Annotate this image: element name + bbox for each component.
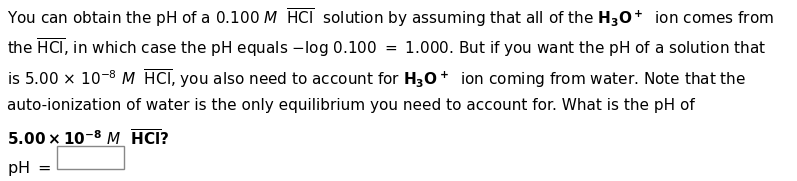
- Text: the $\overline{\rm HCl}$, in which case the pH equals $-$log 0.100 $=$ 1.000. Bu: the $\overline{\rm HCl}$, in which case …: [7, 37, 766, 59]
- Text: auto-ionization of water is the only equilibrium you need to account for. What i: auto-ionization of water is the only equ…: [7, 98, 695, 113]
- Text: pH $=$: pH $=$: [7, 159, 51, 178]
- FancyBboxPatch shape: [57, 146, 124, 169]
- Text: $\mathbf{5.00 \times 10^{-8}}$ $\mathit{M}$  $\mathbf{\overline{HCl}}$?: $\mathbf{5.00 \times 10^{-8}}$ $\mathit{…: [7, 129, 170, 149]
- Text: is 5.00 $\times$ 10$^{-8}$ $M$  $\overline{\rm HCl}$, you also need to account f: is 5.00 $\times$ 10$^{-8}$ $M$ $\overlin…: [7, 67, 746, 90]
- Text: You can obtain the pH of a 0.100 $M$  $\overline{\rm HCl}$  solution by assuming: You can obtain the pH of a 0.100 $M$ $\o…: [7, 6, 774, 29]
